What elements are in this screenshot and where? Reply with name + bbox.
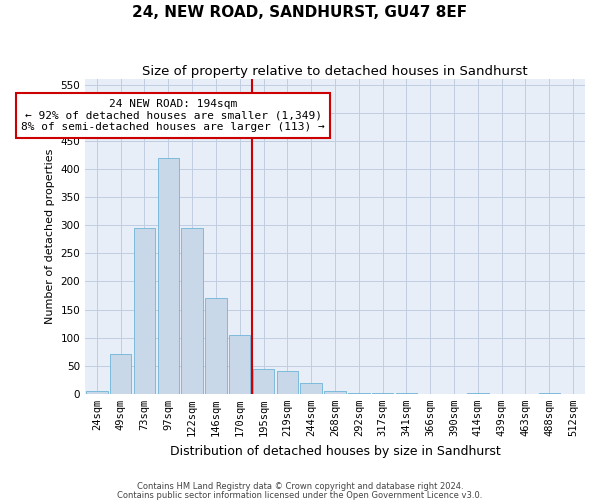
Bar — [229, 335, 250, 394]
Bar — [110, 354, 131, 394]
Bar — [181, 228, 203, 394]
X-axis label: Distribution of detached houses by size in Sandhurst: Distribution of detached houses by size … — [170, 444, 500, 458]
Bar — [348, 392, 370, 394]
Bar — [539, 393, 560, 394]
Text: 24 NEW ROAD: 194sqm
← 92% of detached houses are smaller (1,349)
8% of semi-deta: 24 NEW ROAD: 194sqm ← 92% of detached ho… — [21, 99, 325, 132]
Bar — [372, 393, 394, 394]
Bar — [253, 368, 274, 394]
Y-axis label: Number of detached properties: Number of detached properties — [45, 149, 55, 324]
Bar — [205, 298, 227, 394]
Title: Size of property relative to detached houses in Sandhurst: Size of property relative to detached ho… — [142, 65, 528, 78]
Text: 24, NEW ROAD, SANDHURST, GU47 8EF: 24, NEW ROAD, SANDHURST, GU47 8EF — [133, 5, 467, 20]
Text: Contains HM Land Registry data © Crown copyright and database right 2024.: Contains HM Land Registry data © Crown c… — [137, 482, 463, 491]
Text: Contains public sector information licensed under the Open Government Licence v3: Contains public sector information licen… — [118, 490, 482, 500]
Bar — [277, 372, 298, 394]
Bar — [324, 391, 346, 394]
Bar — [86, 391, 107, 394]
Bar — [467, 393, 488, 394]
Bar — [158, 158, 179, 394]
Bar — [395, 393, 417, 394]
Bar — [301, 382, 322, 394]
Bar — [134, 228, 155, 394]
